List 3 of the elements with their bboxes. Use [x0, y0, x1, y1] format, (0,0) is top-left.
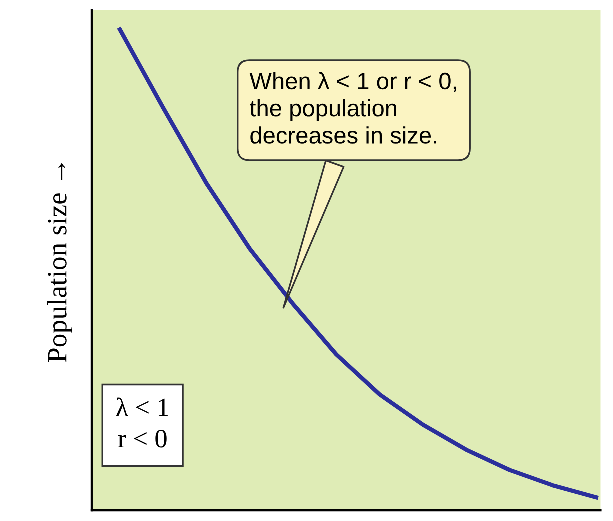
- annotation: When λ < 1 or r < 0, the population decreases in size.: [250, 72, 456, 144]
- annotation: λ < 1 r < 0: [116, 398, 168, 448]
- y-axis-title: Population size →: [47, 164, 73, 362]
